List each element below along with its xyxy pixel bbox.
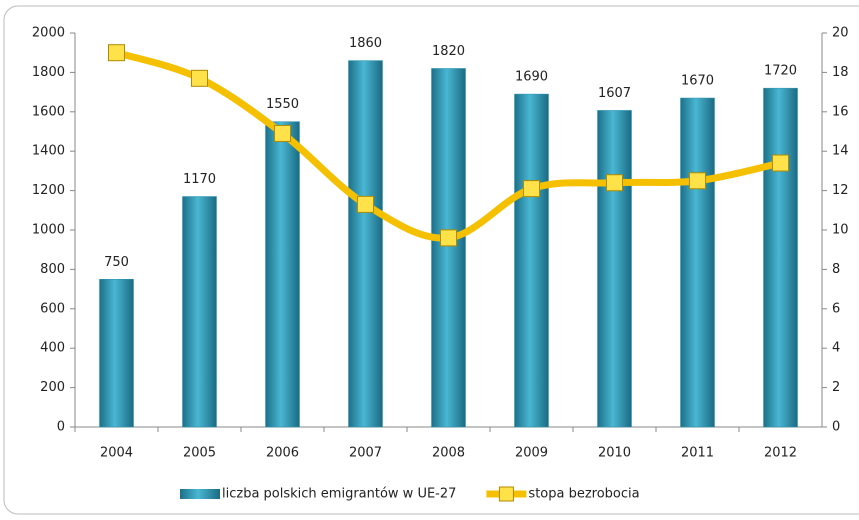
x-tick-label: 2011 — [681, 446, 714, 461]
y-tick-label: 600 — [40, 301, 65, 316]
bar — [99, 279, 134, 428]
y-tick-label: 1600 — [32, 104, 65, 119]
bar — [265, 121, 300, 428]
marker — [357, 195, 374, 213]
y2-tick-label: 2 — [832, 380, 840, 395]
y-tick-label: 800 — [40, 262, 65, 277]
x-tick-label: 2008 — [432, 446, 465, 461]
legend-swatch — [180, 489, 220, 499]
bar — [514, 93, 549, 428]
data-label: 1820 — [432, 44, 465, 59]
data-label: 750 — [104, 255, 129, 270]
x-tick-label: 2012 — [764, 446, 797, 461]
data-label: 1690 — [515, 70, 548, 85]
y2-tick-label: 4 — [832, 341, 840, 356]
y2-tick-label: 10 — [832, 223, 849, 238]
y-tick-label: 1200 — [32, 183, 65, 198]
y2-tick-label: 14 — [832, 144, 849, 159]
data-label: 1860 — [349, 36, 382, 51]
data-label: 1170 — [183, 172, 216, 187]
x-tick-label: 2006 — [266, 446, 299, 461]
bar — [597, 110, 632, 428]
legend-label: stopa bezrobocia — [528, 487, 639, 502]
y-tick-label: 200 — [40, 380, 65, 395]
bar — [431, 68, 466, 428]
data-label: 1607 — [598, 86, 631, 101]
y2-tick-label: 16 — [832, 104, 849, 119]
marker — [108, 44, 125, 62]
marker — [440, 229, 457, 247]
marker — [689, 172, 706, 190]
legend-label: liczba polskich emigrantów w UE-27 — [222, 487, 456, 502]
y-tick-label: 0 — [57, 420, 65, 435]
y2-tick-label: 0 — [832, 420, 840, 435]
marker — [191, 69, 208, 87]
data-label: 1670 — [681, 74, 714, 89]
bar — [348, 60, 383, 428]
y2-tick-label: 18 — [832, 65, 849, 80]
bar — [182, 196, 217, 428]
data-label: 1550 — [266, 97, 299, 112]
data-label: 1720 — [764, 64, 797, 79]
y2-tick-label: 6 — [832, 301, 840, 316]
y-tick-label: 2000 — [32, 26, 65, 41]
marker — [523, 180, 540, 198]
marker — [772, 154, 789, 172]
bar — [763, 87, 798, 428]
bar — [680, 97, 715, 428]
x-tick-label: 2004 — [100, 446, 133, 461]
x-tick-label: 2009 — [515, 446, 548, 461]
y2-tick-label: 8 — [832, 262, 840, 277]
y-tick-label: 400 — [40, 341, 65, 356]
marker — [606, 174, 623, 192]
y-tick-label: 1800 — [32, 65, 65, 80]
x-tick-label: 2010 — [598, 446, 631, 461]
legend-swatch — [498, 486, 514, 502]
y2-tick-label: 12 — [832, 183, 849, 198]
y-tick-label: 1000 — [32, 223, 65, 238]
x-tick-label: 2005 — [183, 446, 216, 461]
x-tick-label: 2007 — [349, 446, 382, 461]
y2-tick-label: 20 — [832, 26, 849, 41]
y-tick-label: 1400 — [32, 144, 65, 159]
marker — [274, 124, 291, 142]
